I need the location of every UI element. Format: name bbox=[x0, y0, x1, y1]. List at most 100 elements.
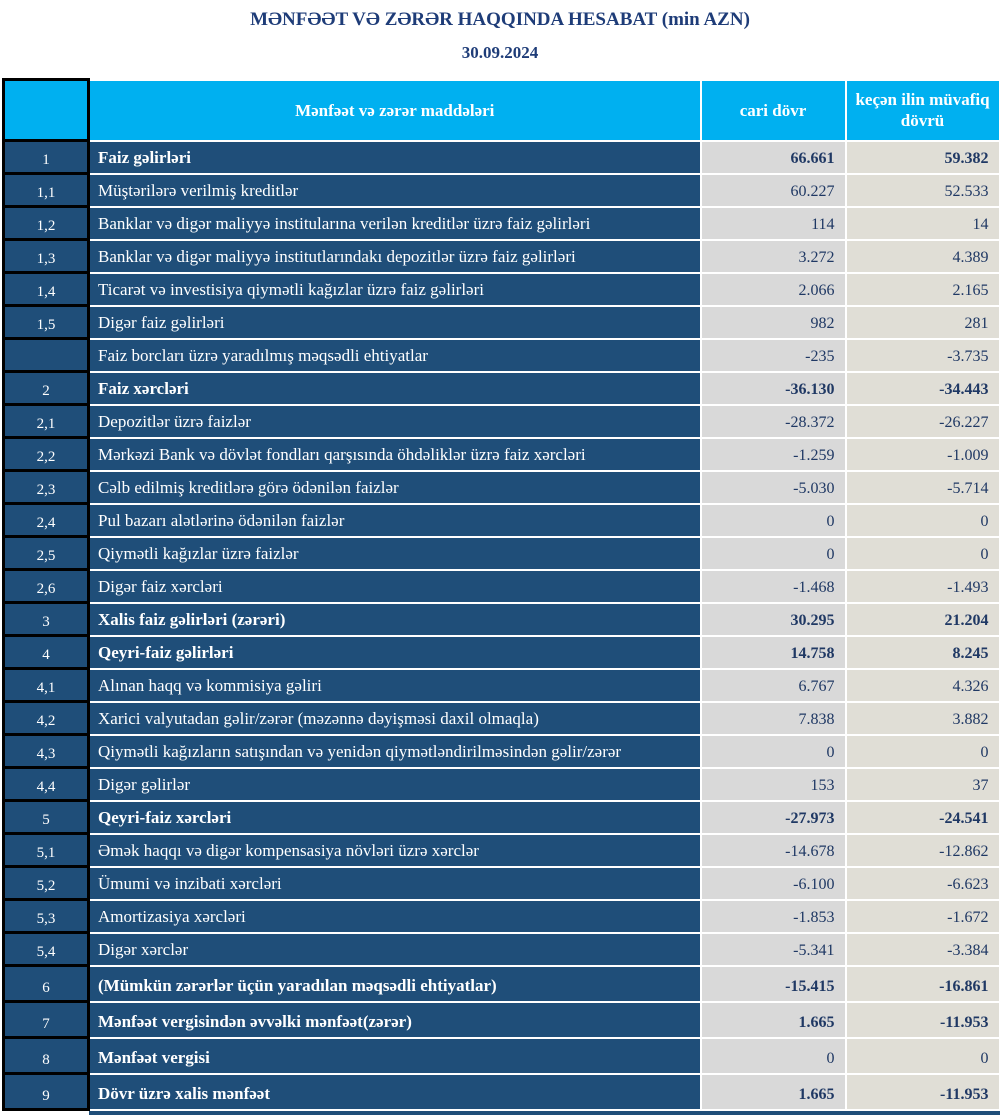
value-current-period: 153 bbox=[699, 766, 847, 802]
value-previous-period: -16.861 bbox=[844, 964, 1000, 1003]
row-label: Dövr üzrə xalis mənfəət bbox=[87, 1072, 702, 1111]
row-number: 2,4 bbox=[2, 502, 90, 538]
row-label: Qiymətli kağızlar üzrə faizlər bbox=[87, 535, 702, 571]
value-current-period: 30.295 bbox=[699, 601, 847, 637]
table-row: 2,4 Pul bazarı alətlərinə ödənilən faizlə… bbox=[2, 502, 1000, 538]
row-number: 8 bbox=[2, 1036, 90, 1075]
row-label: Banklar və digər maliyyə institularına v… bbox=[87, 205, 702, 241]
row-label: Digər xərclər bbox=[87, 931, 702, 967]
row-number: 1,1 bbox=[2, 172, 90, 208]
table-row: 3 Xalis faiz gəlirləri (zərəri) 30.295 21.2… bbox=[2, 601, 1000, 637]
value-current-period: -1.853 bbox=[699, 898, 847, 934]
row-number: 5,1 bbox=[2, 832, 90, 868]
row-label: Qeyri-faiz gəlirləri bbox=[87, 634, 702, 670]
table-row: 2,6 Digər faiz xərcləri -1.468 -1.493 bbox=[2, 568, 1000, 604]
value-previous-period: 0 bbox=[844, 733, 1000, 769]
value-previous-period: -1.672 bbox=[844, 898, 1000, 934]
page-title: MƏNFƏƏT VƏ ZƏRƏR HAQQINDA HESABAT (min A… bbox=[250, 9, 750, 30]
table-row: 6 (Mümkün zərərlər üçün yaradılan məqsədl… bbox=[2, 964, 1000, 1003]
value-current-period: 66.661 bbox=[699, 139, 847, 175]
value-previous-period: -11.953 bbox=[844, 1072, 1000, 1111]
row-number bbox=[2, 337, 90, 373]
row-number: 5 bbox=[2, 799, 90, 835]
value-current-period: 1.665 bbox=[699, 1000, 847, 1039]
row-number: 2,1 bbox=[2, 403, 90, 439]
table-row: 5,3 Amortizasiya xərcləri -1.853 -1.672 bbox=[2, 898, 1000, 934]
value-previous-period: 14 bbox=[844, 205, 1000, 241]
value-current-period: 1.665 bbox=[699, 1072, 847, 1111]
table-row: 2,3 Cəlb edilmiş kreditlərə görə ödənilən… bbox=[2, 469, 1000, 505]
row-label: Mərkəzi Bank və dövlət fondları qarşısın… bbox=[87, 436, 702, 472]
row-label: Digər gəlirlər bbox=[87, 766, 702, 802]
bottom-bar bbox=[88, 1109, 1000, 1115]
row-number: 9 bbox=[2, 1072, 90, 1111]
value-previous-period: 0 bbox=[844, 1036, 1000, 1075]
row-number: 4,2 bbox=[2, 700, 90, 736]
row-label: Banklar və digər maliyyə institutlarında… bbox=[87, 238, 702, 274]
value-previous-period: -24.541 bbox=[844, 799, 1000, 835]
row-number: 2,3 bbox=[2, 469, 90, 505]
row-number: 1 bbox=[2, 139, 90, 175]
row-number: 5,3 bbox=[2, 898, 90, 934]
value-current-period: -235 bbox=[699, 337, 847, 373]
table-row: 1,2 Banklar və digər maliyyə instituların… bbox=[2, 205, 1000, 241]
table-row: 5,4 Digər xərclər -5.341 -3.384 bbox=[2, 931, 1000, 967]
row-label: Ümumi və inzibati xərcləri bbox=[87, 865, 702, 901]
value-current-period: 114 bbox=[699, 205, 847, 241]
table-row: 4,1 Alınan haqq və kommisiya gəliri 6.767 4… bbox=[2, 667, 1000, 703]
value-current-period: 60.227 bbox=[699, 172, 847, 208]
table-body: 1 Faiz gəlirləri 66.661 59.382 1,1 Müştərilər… bbox=[2, 139, 1000, 1111]
value-current-period: 14.758 bbox=[699, 634, 847, 670]
table-row: 4,2 Xarici valyutadan gəlir/zərər (məzənn… bbox=[2, 700, 1000, 736]
row-label: Digər faiz gəlirləri bbox=[87, 304, 702, 340]
row-number: 2,5 bbox=[2, 535, 90, 571]
table-header-row: Mənfəət və zərər maddələri cari dövr keç… bbox=[2, 78, 1000, 142]
bottom-bar-spacer bbox=[3, 1109, 89, 1115]
value-current-period: -6.100 bbox=[699, 865, 847, 901]
value-previous-period: 37 bbox=[844, 766, 1000, 802]
row-label: Faiz xərcləri bbox=[87, 370, 702, 406]
table-row: Faiz borcları üzrə yaradılmış məqsədli e… bbox=[2, 337, 1000, 373]
items-column-header: Mənfəət və zərər maddələri bbox=[87, 78, 702, 142]
table-row: 2,1 Depozitlər üzrə faizlər -28.372 -26.227 bbox=[2, 403, 1000, 439]
value-current-period: 0 bbox=[699, 502, 847, 538]
table-row: 7 Mənfəət vergisindən əvvəlki mənfəət(zər… bbox=[2, 1000, 1000, 1039]
row-label: Ticarət və investisiya qiymətli kağızlar… bbox=[87, 271, 702, 307]
row-number: 6 bbox=[2, 964, 90, 1003]
row-label: Faiz gəlirləri bbox=[87, 139, 702, 175]
value-previous-period: -5.714 bbox=[844, 469, 1000, 505]
value-previous-period: 52.533 bbox=[844, 172, 1000, 208]
row-number: 1,3 bbox=[2, 238, 90, 274]
table-row: 8 Mənfəət vergisi 0 0 bbox=[2, 1036, 1000, 1075]
table-row: 4,4 Digər gəlirlər 153 37 bbox=[2, 766, 1000, 802]
value-current-period: -14.678 bbox=[699, 832, 847, 868]
row-label: Depozitlər üzrə faizlər bbox=[87, 403, 702, 439]
value-current-period: 0 bbox=[699, 535, 847, 571]
table-row: 4 Qeyri-faiz gəlirləri 14.758 8.245 bbox=[2, 634, 1000, 670]
row-label: Amortizasiya xərcləri bbox=[87, 898, 702, 934]
row-number: 4 bbox=[2, 634, 90, 670]
value-previous-period: 4.389 bbox=[844, 238, 1000, 274]
row-number: 5,2 bbox=[2, 865, 90, 901]
value-current-period: 3.272 bbox=[699, 238, 847, 274]
row-label: Müştərilərə verilmiş kreditlər bbox=[87, 172, 702, 208]
row-number: 7 bbox=[2, 1000, 90, 1039]
table-row: 1,5 Digər faiz gəlirləri 982 281 bbox=[2, 304, 1000, 340]
value-current-period: -36.130 bbox=[699, 370, 847, 406]
row-number: 4,4 bbox=[2, 766, 90, 802]
value-previous-period: -1.493 bbox=[844, 568, 1000, 604]
value-previous-period: -26.227 bbox=[844, 403, 1000, 439]
row-label: Xarici valyutadan gəlir/zərər (məzənnə d… bbox=[87, 700, 702, 736]
value-previous-period: 281 bbox=[844, 304, 1000, 340]
table-row: 4,3 Qiymətli kağızların satışından və yen… bbox=[2, 733, 1000, 769]
value-current-period: 982 bbox=[699, 304, 847, 340]
value-current-period: -28.372 bbox=[699, 403, 847, 439]
row-number: 2 bbox=[2, 370, 90, 406]
profit-loss-table: Mənfəət və zərər maddələri cari dövr keç… bbox=[2, 78, 1000, 1115]
row-label: Faiz borcları üzrə yaradılmış məqsədli e… bbox=[87, 337, 702, 373]
value-previous-period: -3.384 bbox=[844, 931, 1000, 967]
row-label: Qeyri-faiz xərcləri bbox=[87, 799, 702, 835]
row-label: Qiymətli kağızların satışından və yenidə… bbox=[87, 733, 702, 769]
row-number: 1,4 bbox=[2, 271, 90, 307]
value-previous-period: -34.443 bbox=[844, 370, 1000, 406]
